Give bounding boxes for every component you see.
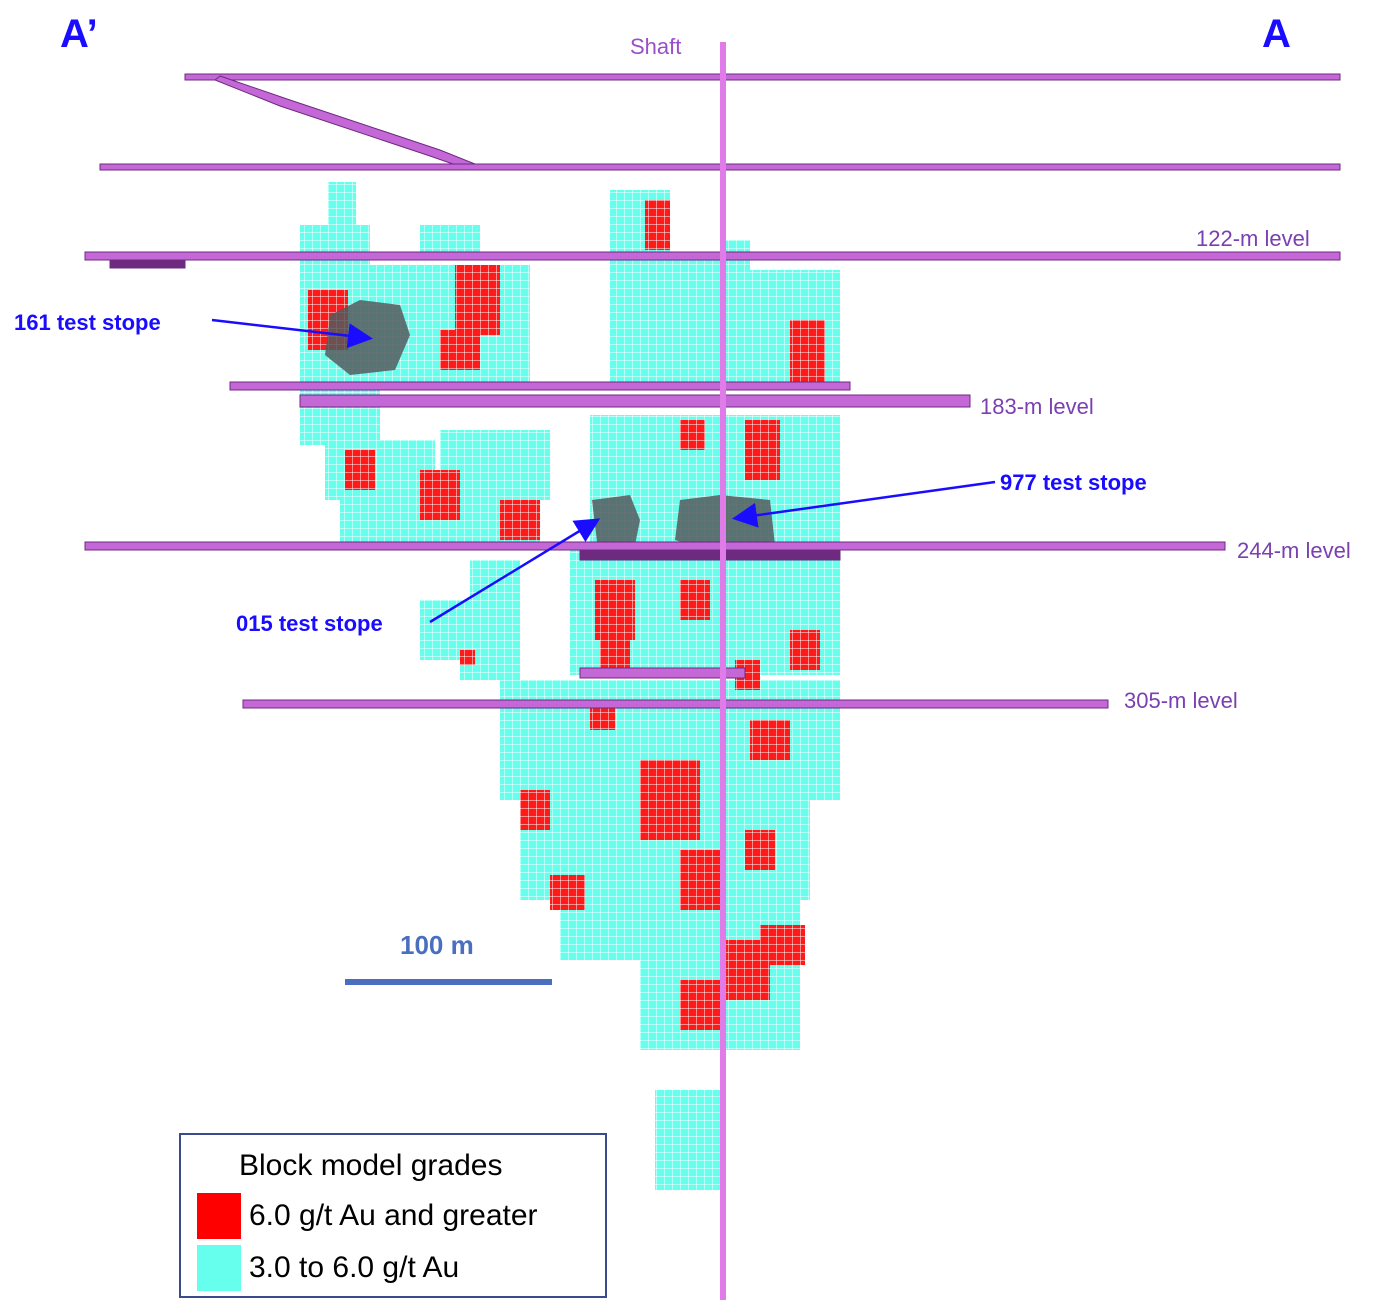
drift-183m-b <box>299 394 971 408</box>
section-label-right: A <box>1262 12 1291 56</box>
scale-bar-label: 100 m <box>400 930 474 960</box>
legend-swatch-high-grade <box>197 1193 241 1239</box>
legend-title: Block model grades <box>239 1149 503 1182</box>
drift-122m <box>84 251 1341 261</box>
arrow-977 <box>732 480 996 528</box>
stope-label-161: 161 test stope <box>14 310 161 335</box>
stope-label-977: 977 test stope <box>1000 470 1147 495</box>
drift-122m-b <box>109 259 186 269</box>
arrow-161 <box>211 318 373 349</box>
shaft-line <box>720 42 726 1300</box>
decline <box>214 75 482 171</box>
stope-label-015: 015 test stope <box>236 611 383 636</box>
legend-swatch-low-grade <box>197 1245 241 1291</box>
legend-label-high-grade: 6.0 g/t Au and greater <box>249 1199 538 1232</box>
legend: Block model grades 6.0 g/t Au and greate… <box>179 1133 607 1298</box>
drift-244m <box>84 541 1226 551</box>
drift-183m <box>229 381 851 391</box>
annotation-arrows <box>211 318 996 624</box>
drift-305m <box>242 699 1109 709</box>
level-label-183: 183-m level <box>980 394 1094 419</box>
level-label-122: 122-m level <box>1196 226 1310 251</box>
drift-244m-b <box>579 549 841 561</box>
level-label-305: 305-m level <box>1124 688 1238 713</box>
legend-label-low-grade: 3.0 to 6.0 g/t Au <box>249 1251 460 1284</box>
drift-305m-sub <box>579 667 746 679</box>
drift-top <box>184 73 1341 81</box>
scale-bar <box>345 979 552 985</box>
level-label-244: 244-m level <box>1237 538 1351 563</box>
stope-015 <box>592 495 640 550</box>
section-label-left: A’ <box>60 12 98 56</box>
arrow-015 <box>429 518 601 624</box>
shaft-label: Shaft <box>630 34 682 59</box>
